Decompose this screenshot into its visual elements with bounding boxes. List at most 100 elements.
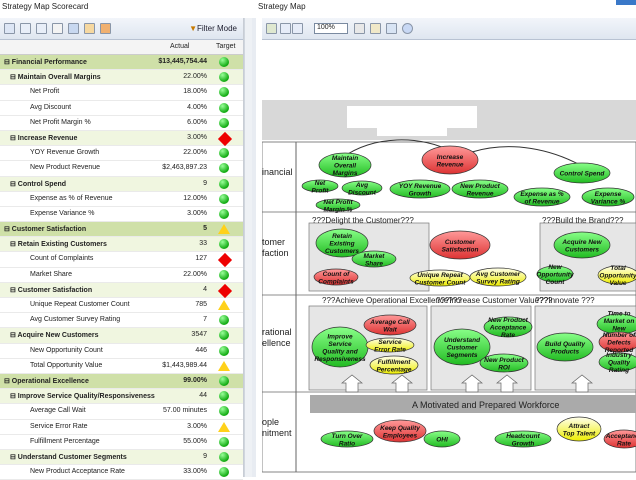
panel-splitter[interactable] — [252, 18, 256, 477]
node-label: Net — [315, 180, 326, 187]
node-label: Fulfillment — [378, 359, 412, 366]
node-label: Attract — [568, 423, 591, 430]
objective-group-title: ???Delight the Customer??? — [312, 216, 414, 225]
expand-icon[interactable] — [4, 23, 15, 34]
zoom-in-icon[interactable] — [280, 23, 291, 34]
node-label: Customer Count — [415, 279, 467, 286]
scorecard-row[interactable]: ⊟ Financial Performance $13,445,754.44 — [0, 55, 243, 71]
node-label: Turn Over — [332, 433, 363, 440]
scorecard-row[interactable]: ⊟ Customer Satisfaction 4 — [0, 282, 243, 298]
scorecard-row[interactable]: Avg Customer Survey Rating 7 — [0, 313, 243, 329]
scorecard-row[interactable]: Total Opportunity Value $1,443,989.44 — [0, 359, 243, 374]
scorecard-row[interactable]: Expense Variance % 3.00% — [0, 207, 243, 223]
row-name: New Opportunity Count — [30, 346, 103, 354]
scorecard-row[interactable]: New Product Revenue $2,463,897.23 — [0, 161, 243, 177]
row-actual: 5 — [203, 225, 207, 233]
settings-icon[interactable] — [100, 23, 111, 34]
row-name: Market Share — [30, 270, 73, 278]
scorecard-row[interactable]: Market Share 22.00% — [0, 268, 243, 283]
scorecard-row[interactable]: Avg Discount 4.00% — [0, 101, 243, 116]
map-node[interactable]: Expense as %of Revenue — [513, 187, 571, 207]
node-label: Defects — [607, 340, 631, 347]
scorecard-row[interactable]: New Product Acceptance Rate 33.00% — [0, 465, 243, 480]
scorecard-row[interactable]: Net Profit 18.00% — [0, 85, 243, 101]
print-icon[interactable] — [370, 23, 381, 34]
scorecard-row[interactable]: ⊟ Retain Existing Customers 33 — [0, 237, 243, 253]
scorecard-row[interactable]: Net Profit Margin % 6.00% — [0, 116, 243, 131]
scorecard-scrollbar[interactable] — [244, 18, 252, 477]
node-shape — [483, 316, 533, 338]
row-actual: $13,445,754.44 — [158, 58, 207, 65]
row-actual: 4.00% — [187, 103, 207, 111]
node-shape — [315, 198, 361, 212]
select-icon[interactable] — [266, 23, 277, 34]
zoom-out-icon[interactable] — [292, 23, 303, 34]
scorecard-row[interactable]: Fulfillment Percentage 55.00% — [0, 435, 243, 450]
filter-mode-button[interactable]: ▼Filter Mode — [189, 24, 237, 33]
copy-icon[interactable] — [386, 23, 397, 34]
map-node[interactable]: OHI — [423, 430, 461, 448]
scorecard-row[interactable]: Expense as % of Revenue 12.00% — [0, 192, 243, 207]
tree-icon[interactable] — [36, 23, 47, 34]
node-label: Acceptance — [489, 325, 527, 332]
help-icon[interactable] — [402, 23, 413, 34]
status-green-icon — [219, 163, 229, 174]
zoom-select[interactable]: 100% — [314, 23, 348, 34]
scorecard-row[interactable]: YOY Revenue Growth 22.00% — [0, 146, 243, 162]
scorecard-row[interactable]: ⊟ Control Spend 9 — [0, 176, 243, 192]
scorecard-row[interactable]: ⊟ Customer Satisfaction 5 — [0, 222, 243, 238]
export-icon[interactable] — [84, 23, 95, 34]
chart-icon[interactable] — [68, 23, 79, 34]
row-actual: 55.00% — [183, 437, 207, 445]
scorecard-row[interactable]: Average Call Wait 57.00 minutes — [0, 404, 243, 420]
scorecard-row[interactable]: New Opportunity Count 446 — [0, 344, 243, 359]
collapse-icon[interactable] — [20, 23, 31, 34]
map-node[interactable]: Control Spend — [553, 162, 611, 184]
scorecard-row[interactable]: ⊟ Understand Customer Segments 9 — [0, 449, 243, 466]
scorecard-row[interactable]: ⊟ Operational Excellence 99.00% — [0, 373, 243, 390]
node-label: Error Rate — [374, 346, 406, 353]
fit-icon[interactable] — [354, 23, 365, 34]
scorecard-row[interactable]: Service Error Rate 3.00% — [0, 420, 243, 435]
scorecard-row[interactable]: ⊟ Improve Service Quality/Responsiveness… — [0, 389, 243, 405]
grid-icon[interactable] — [52, 23, 63, 34]
scorecard-row[interactable]: Count of Complaints 127 — [0, 252, 243, 268]
scorecard-row[interactable]: ⊟ Maintain Overall Margins 22.00% — [0, 70, 243, 86]
scorecard-row[interactable]: ⊟ Increase Revenue 3.00% — [0, 130, 243, 147]
node-label: Satisfaction — [442, 246, 479, 253]
scorecard-row[interactable]: ⊟ Acquire New Customers 3547 — [0, 328, 243, 344]
scorecard-row[interactable]: Unique Repeat Customer Count 785 — [0, 298, 243, 314]
